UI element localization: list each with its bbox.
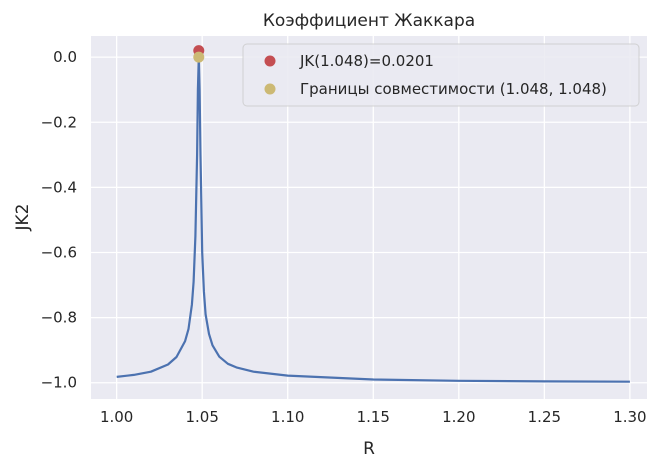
tick-labels: 1.00 1.05 1.10 1.15 1.20 1.25 1.30 0.0 −0.2 −0.4 −… [41,48,647,426]
y-axis-label: JK2 [13,204,33,232]
legend-marker-bounds [264,83,276,95]
legend-marker-jk [264,55,276,67]
series-lines [116,56,630,383]
x-axis-label: R [363,439,375,459]
x-tick-label: 1.25 [528,408,561,426]
bounds-point-marker [193,51,205,63]
legend-label-bounds: Границы совместимости (1.048, 1.048) [300,80,607,98]
y-tick-label: −1.0 [41,374,77,392]
x-tick-label: 1.20 [442,408,475,426]
legend-box [242,43,640,107]
legend: JK(1.048)=0.0201 Границы совместимости (… [242,43,640,107]
x-tick-label: 1.10 [271,408,304,426]
y-tick-label: −0.8 [41,309,77,327]
legend-label-jk: JK(1.048)=0.0201 [299,52,434,70]
chart-title: Коэффициент Жаккара [263,11,475,31]
x-tick-label: 1.00 [100,408,133,426]
y-tick-label: 0.0 [53,48,77,66]
y-tick-label: −0.6 [41,243,77,261]
jaccard-curve [116,56,630,383]
x-tick-label: 1.30 [613,408,646,426]
point-markers [193,45,205,63]
y-tick-label: −0.2 [41,113,77,131]
y-tick-label: −0.4 [41,178,77,196]
x-tick-label: 1.15 [357,408,390,426]
x-tick-label: 1.05 [185,408,218,426]
